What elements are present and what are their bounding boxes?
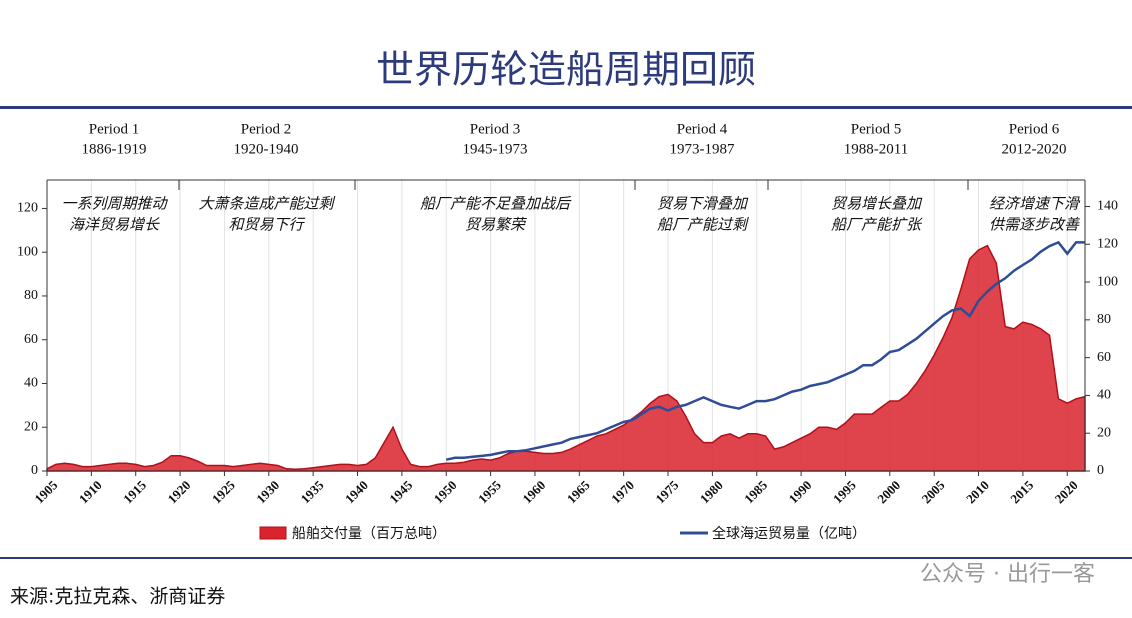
x-tick-label: 1910 bbox=[76, 477, 105, 506]
y2-tick-label: 60 bbox=[1097, 350, 1111, 365]
period-range: 1886-1919 bbox=[82, 141, 147, 157]
footer-rule bbox=[0, 557, 1132, 559]
x-tick-label: 1960 bbox=[519, 477, 548, 506]
y2-tick-label: 80 bbox=[1097, 312, 1111, 327]
period-name: Period 3 bbox=[470, 121, 520, 137]
period-range: 1973-1987 bbox=[670, 141, 735, 157]
y2-tick-label: 0 bbox=[1097, 463, 1104, 478]
period-note: 船厂产能不足叠加战后 bbox=[420, 195, 572, 213]
title-rule bbox=[0, 106, 1132, 109]
x-tick-label: 1955 bbox=[475, 477, 504, 506]
chart-title: 世界历轮造船周期回顾 bbox=[376, 48, 756, 92]
period-note: 贸易下滑叠加 bbox=[657, 195, 749, 213]
x-tick-label: 1930 bbox=[253, 477, 282, 506]
line bbox=[445, 240, 1085, 461]
y2-tick-label: 20 bbox=[1097, 425, 1111, 440]
x-tick-label: 2010 bbox=[963, 477, 992, 506]
y-tick-label: 100 bbox=[17, 244, 38, 259]
period-range: 1920-1940 bbox=[234, 141, 299, 157]
period-name: Period 1 bbox=[89, 121, 139, 137]
x-tick-label: 1935 bbox=[298, 477, 327, 506]
x-tick-label: 1940 bbox=[342, 477, 371, 506]
x-tick-label: 1995 bbox=[830, 477, 859, 506]
y2-tick-label: 120 bbox=[1097, 236, 1118, 251]
y2-tick-label: 100 bbox=[1097, 274, 1118, 289]
x-tick-label: 1965 bbox=[564, 477, 593, 506]
watermark: 公众号 · 出行一客 bbox=[920, 562, 1095, 587]
x-tick-label: 1990 bbox=[786, 477, 815, 506]
y-tick-label: 60 bbox=[24, 332, 38, 347]
legend-label: 船舶交付量（百万总吨） bbox=[292, 525, 446, 542]
period-note: 大萧条造成产能过剩 bbox=[198, 195, 335, 213]
y2-tick-label: 40 bbox=[1097, 388, 1111, 403]
period-note: 海洋贸易增长 bbox=[69, 216, 160, 234]
x-tick-label: 1925 bbox=[209, 477, 238, 506]
x-tick-label: 2000 bbox=[874, 477, 903, 506]
period-range: 1945-1973 bbox=[463, 141, 528, 157]
period-name: Period 2 bbox=[241, 121, 291, 137]
legend-label: 全球海运贸易量（亿吨） bbox=[712, 525, 866, 542]
period-note: 贸易繁荣 bbox=[465, 216, 527, 234]
source: 来源:克拉克森、浙商证券 bbox=[10, 586, 225, 608]
area bbox=[46, 244, 1086, 472]
x-tick-label: 2015 bbox=[1007, 477, 1036, 506]
x-tick-label: 1975 bbox=[652, 477, 681, 506]
period-name: Period 6 bbox=[1009, 121, 1060, 137]
period-note: 经济增速下滑 bbox=[989, 195, 1081, 213]
period-note: 一系列周期推动 bbox=[61, 195, 168, 213]
period-name: Period 5 bbox=[851, 121, 901, 137]
period-note: 和贸易下行 bbox=[228, 216, 305, 234]
y-tick-label: 80 bbox=[24, 288, 38, 303]
y-tick-label: 0 bbox=[31, 463, 38, 478]
x-tick-label: 1985 bbox=[741, 477, 770, 506]
y2-tick-label: 140 bbox=[1097, 199, 1118, 214]
period-range: 2012-2020 bbox=[1002, 141, 1067, 157]
x-tick-label: 2020 bbox=[1052, 477, 1081, 506]
x-tick-label: 1905 bbox=[31, 477, 60, 506]
x-tick-label: 1950 bbox=[431, 477, 460, 506]
period-name: Period 4 bbox=[677, 121, 728, 137]
period-note: 贸易增长叠加 bbox=[831, 195, 923, 213]
period-note: 船厂产能扩张 bbox=[831, 216, 923, 234]
x-tick-label: 1920 bbox=[165, 477, 194, 506]
y-tick-label: 20 bbox=[24, 419, 38, 434]
legend-swatch bbox=[259, 526, 287, 540]
x-tick-label: 1970 bbox=[608, 477, 637, 506]
period-note: 船厂产能过剩 bbox=[657, 216, 749, 234]
y-tick-label: 40 bbox=[24, 376, 38, 391]
x-tick-label: 1945 bbox=[386, 477, 415, 506]
y-tick-label: 120 bbox=[17, 201, 38, 216]
x-tick-label: 1980 bbox=[697, 477, 726, 506]
x-tick-label: 2005 bbox=[919, 477, 948, 506]
period-range: 1988-2011 bbox=[844, 141, 908, 157]
x-tick-label: 1915 bbox=[120, 477, 149, 506]
period-note: 供需逐步改善 bbox=[989, 216, 1081, 234]
